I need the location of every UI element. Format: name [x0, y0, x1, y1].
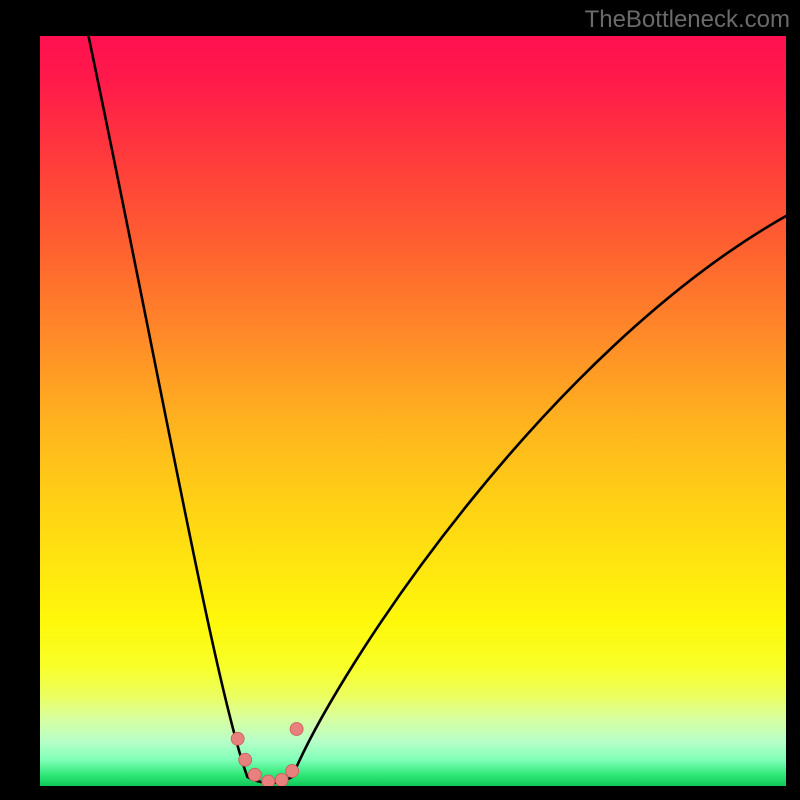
data-marker — [275, 774, 288, 787]
data-marker — [286, 765, 299, 778]
chart-background-gradient — [40, 36, 786, 786]
data-marker — [290, 723, 303, 736]
data-marker — [239, 753, 252, 766]
data-marker — [262, 775, 275, 786]
root-container: TheBottleneck.com — [0, 0, 800, 800]
chart-plot-area — [40, 36, 786, 786]
data-marker — [248, 768, 261, 781]
watermark-text: TheBottleneck.com — [585, 6, 790, 34]
data-marker — [231, 732, 244, 745]
